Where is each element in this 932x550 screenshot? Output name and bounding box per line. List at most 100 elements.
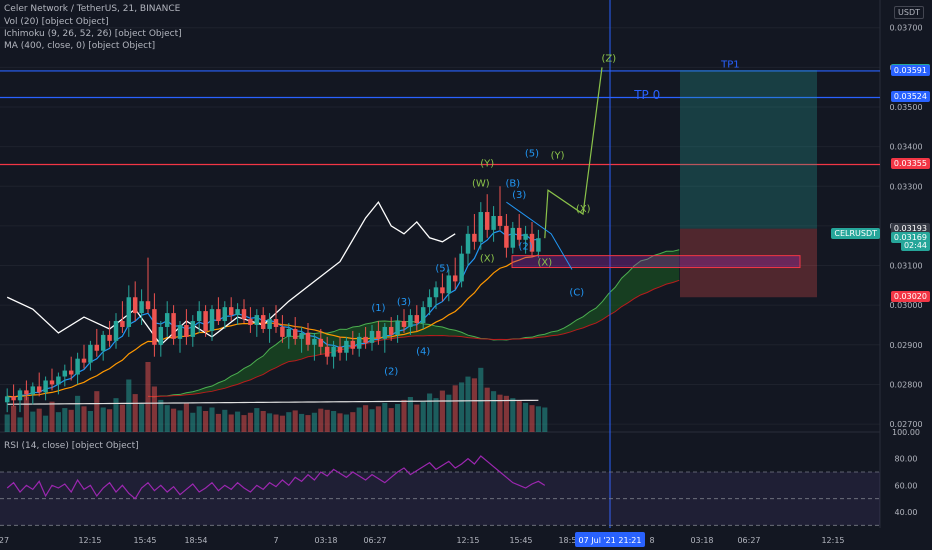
time-tick-label: 15:45: [133, 536, 156, 545]
currency-badge[interactable]: USDT: [894, 6, 924, 19]
candle-body: [241, 309, 247, 320]
candle-body: [196, 311, 202, 322]
wave-label: (B): [505, 178, 520, 189]
cloud-area: [148, 249, 680, 397]
candle-body: [312, 338, 317, 345]
volume-bar: [497, 394, 503, 432]
volume-bar: [523, 402, 529, 432]
rsi-band: [0, 472, 880, 526]
time-tick-label: 06:27: [737, 536, 760, 545]
candle-body: [376, 330, 381, 339]
wave-label: (4): [416, 347, 430, 358]
wave-label: (W): [472, 178, 490, 189]
volume-bar: [49, 401, 55, 432]
candle-body: [318, 338, 324, 347]
price-tick-label: 0.02800: [889, 380, 922, 389]
volume-bar: [382, 402, 388, 432]
wave-label: (Y): [551, 151, 565, 162]
candle-body: [107, 334, 112, 341]
candle-body: [529, 233, 535, 252]
volume-bar: [62, 408, 68, 432]
symbol-title: Celer Network / TetherUS, 21, BINANCE: [4, 4, 181, 14]
volume-bar: [363, 405, 369, 432]
candle-body: [504, 225, 509, 248]
volume-bar: [164, 405, 170, 432]
time-tick-label: 18:54: [184, 536, 207, 545]
candle-body: [280, 326, 285, 337]
candle-body: [433, 287, 439, 298]
volume-bar: [273, 414, 279, 432]
wave-label: (X): [576, 204, 591, 215]
wave-label: TP 0: [633, 88, 660, 102]
ichimoku-cloud: [147, 249, 680, 398]
candle-body: [408, 315, 413, 327]
volume-bars: [4, 362, 548, 432]
candle-body: [523, 233, 528, 240]
volume-bar: [68, 409, 74, 432]
rsi-tick-label: 60.00: [895, 481, 918, 490]
volume-bar: [11, 405, 17, 432]
wave-label: (3): [397, 297, 411, 308]
indicator-lines: [0, 0, 880, 528]
volume-bar: [158, 399, 164, 432]
volume-bar: [318, 408, 324, 432]
kijun-line: [7, 254, 539, 398]
volume-bar: [439, 390, 445, 432]
volume-bar: [286, 412, 292, 432]
candle-body: [395, 321, 400, 335]
candle-body: [56, 376, 61, 385]
candle-body: [209, 309, 215, 331]
volume-bar: [203, 411, 209, 432]
price-tag: 02:44: [900, 239, 930, 251]
time-tick-label: 15:45: [509, 536, 532, 545]
volume-bar: [343, 414, 349, 432]
wave-label: (1): [371, 303, 385, 314]
position-boxes: [511, 70, 817, 298]
wave-label: (X): [480, 254, 495, 265]
candle-body: [68, 370, 74, 375]
crosshair-time-label: 07 Jul '21 21:21: [579, 536, 642, 545]
volume-bar: [260, 411, 266, 432]
candle-body: [363, 336, 368, 343]
wave-label: (Y): [480, 158, 494, 169]
volume-bar: [305, 415, 311, 432]
rsi-tick-label: 100.00: [892, 428, 920, 437]
rsi-tick-label: 40.00: [895, 508, 918, 517]
candle-body: [145, 301, 151, 310]
candle-body: [260, 315, 266, 329]
volume-bar: [331, 411, 337, 432]
projected-wave: [544, 67, 603, 239]
candle-body: [254, 315, 260, 325]
volume-bar: [542, 407, 548, 432]
time-tick-label: 12:15: [78, 536, 101, 545]
volume-bar: [446, 394, 452, 432]
volume-bar: [43, 415, 49, 432]
volume-bar: [215, 413, 221, 432]
candles: [4, 186, 541, 413]
volume-bar: [427, 393, 433, 432]
price-tick-label: 0.03700: [889, 24, 922, 33]
price-tag: 0.03020: [890, 291, 930, 303]
candle-body: [459, 253, 464, 282]
candle-body: [452, 275, 458, 282]
price-tick-label: 0.03000: [889, 301, 922, 310]
volume-bar: [375, 406, 381, 432]
volume-bar: [247, 412, 253, 432]
volume-bar: [292, 410, 298, 432]
volume-bar: [228, 414, 234, 432]
candle-body: [190, 321, 196, 337]
volume-bar: [299, 413, 305, 432]
time-tick-label: 27: [0, 536, 9, 545]
candle-body: [344, 340, 349, 353]
volume-bar: [491, 391, 497, 432]
candle-body: [356, 336, 362, 349]
wave-label: (2): [519, 242, 533, 253]
wave-label: (5): [435, 263, 449, 274]
wave-label: (3): [512, 190, 526, 201]
candle-body: [126, 297, 132, 327]
candle-body: [273, 319, 279, 327]
candle-body: [4, 396, 10, 403]
volume-bar: [151, 386, 157, 432]
